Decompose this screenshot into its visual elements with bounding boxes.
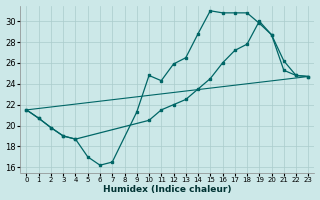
X-axis label: Humidex (Indice chaleur): Humidex (Indice chaleur) bbox=[103, 185, 232, 194]
